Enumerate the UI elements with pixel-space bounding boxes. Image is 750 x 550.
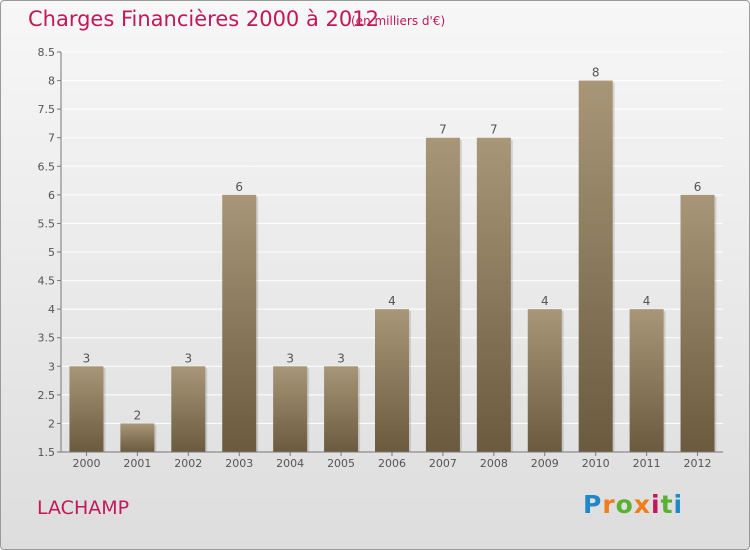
x-tick-label: 2005 [327, 457, 355, 470]
y-tick-label: 6 [48, 189, 55, 202]
logo-letter: P [583, 490, 603, 519]
x-tick-label: 2001 [123, 457, 151, 470]
data-label: 3 [83, 351, 91, 365]
bar [425, 137, 460, 452]
x-tick-label: 2002 [174, 457, 202, 470]
y-tick-label: 5.5 [38, 217, 56, 230]
x-tick-label: 2006 [378, 457, 406, 470]
bar [375, 309, 409, 452]
data-label: 6 [235, 180, 243, 194]
logo-letter: i [673, 490, 684, 519]
data-label: 3 [286, 351, 294, 365]
data-label: 3 [184, 351, 192, 365]
bar [680, 194, 715, 452]
y-tick-label: 2 [48, 417, 55, 430]
y-tick-label: 8 [48, 75, 55, 88]
y-tick-label: 3.5 [38, 332, 56, 345]
y-tick-label: 7 [48, 132, 55, 145]
proxiti-logo: Proxiti [583, 490, 683, 519]
y-tick-label: 6.5 [38, 160, 56, 173]
x-tick-label: 2010 [582, 457, 610, 470]
bar [629, 309, 664, 452]
bar [273, 366, 308, 452]
logo-letter: i [651, 490, 661, 519]
data-label: 4 [643, 294, 651, 308]
x-tick-label: 2008 [480, 457, 508, 470]
logo-letter: t [660, 490, 674, 519]
bar [120, 423, 155, 452]
x-tick-label: 2003 [225, 457, 253, 470]
y-tick-label: 7.5 [38, 103, 56, 116]
chart-subtitle: (en milliers d'€) [351, 14, 446, 28]
place-name: LACHAMP [37, 497, 130, 519]
y-tick-label: 4.5 [38, 275, 56, 288]
bar [527, 309, 562, 452]
bar [324, 366, 359, 452]
x-tick-label: 2011 [633, 457, 661, 470]
data-label: 6 [694, 180, 702, 194]
chart-title: Charges Financières 2000 à 2012 [28, 7, 379, 31]
logo-letter: r [602, 490, 616, 519]
data-label: 8 [592, 66, 600, 80]
y-tick-label: 4 [48, 303, 55, 316]
logo-letter: x [633, 490, 651, 519]
data-label: 3 [337, 351, 345, 365]
x-tick-label: 2000 [72, 457, 100, 470]
data-label: 4 [388, 294, 396, 308]
data-label: 7 [439, 123, 447, 137]
y-tick-label: 1.5 [38, 446, 56, 459]
x-tick-label: 2012 [684, 457, 712, 470]
y-tick-label: 8.5 [38, 46, 56, 59]
x-tick-label: 2004 [276, 457, 304, 470]
data-label: 4 [541, 294, 549, 308]
y-tick-label: 2.5 [38, 389, 56, 402]
data-label: 2 [134, 408, 142, 422]
y-tick-label: 5 [48, 246, 55, 259]
bar [476, 137, 511, 452]
x-tick-label: 2007 [429, 457, 457, 470]
y-tick-label: 3 [48, 360, 55, 373]
bar [578, 80, 613, 453]
bar [171, 366, 206, 452]
x-tick-label: 2009 [531, 457, 559, 470]
bar [69, 366, 104, 452]
data-label: 7 [490, 123, 498, 137]
bar [222, 194, 257, 452]
logo-letter: o [615, 490, 634, 519]
